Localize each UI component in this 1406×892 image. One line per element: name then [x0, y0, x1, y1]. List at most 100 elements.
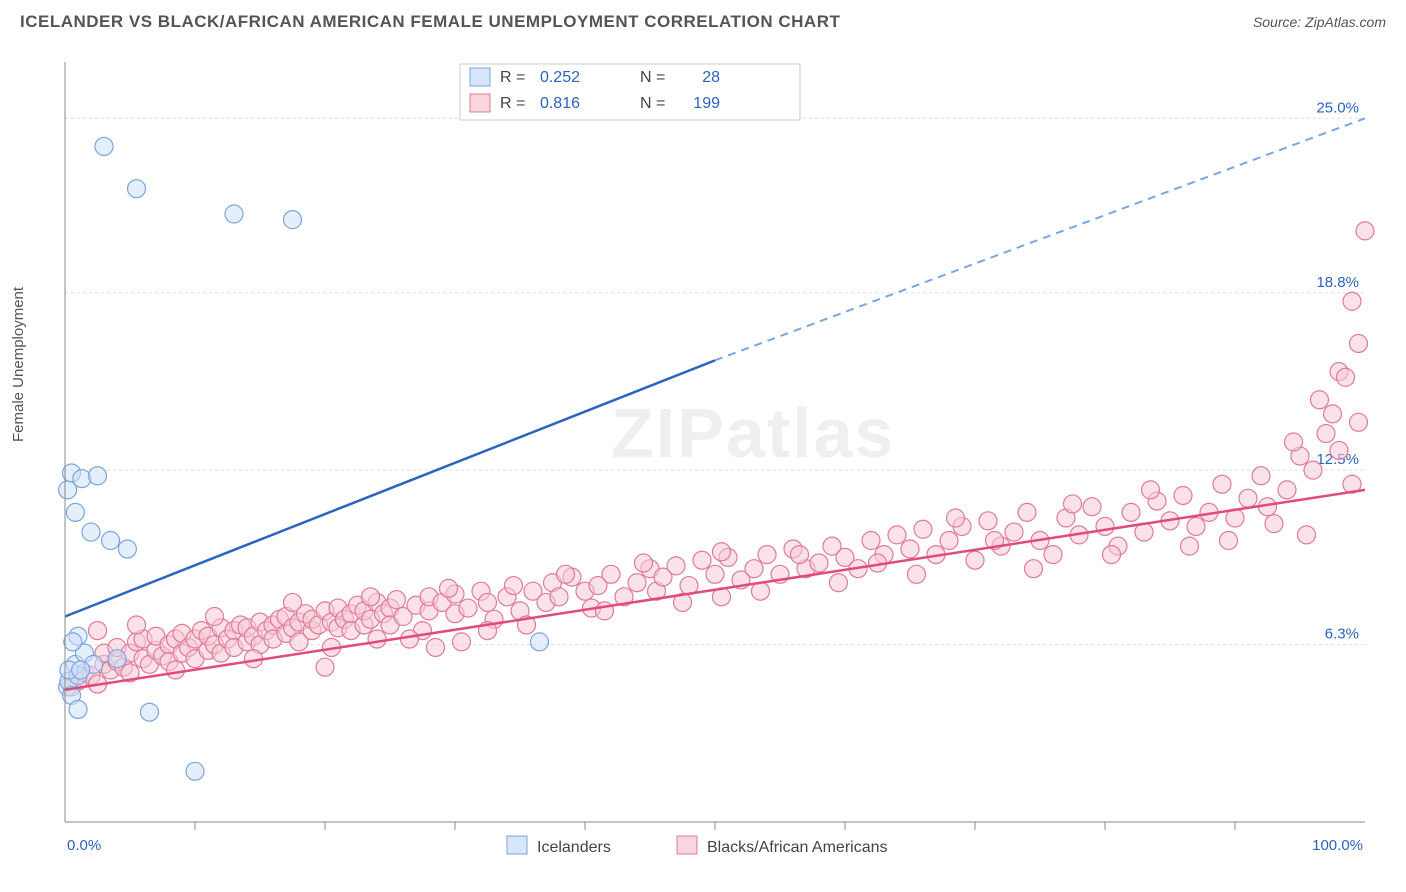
icelander-point: [69, 700, 87, 718]
african-american-point: [1025, 560, 1043, 578]
bottom-legend-swatch-a: [507, 836, 527, 854]
african-american-point: [1324, 405, 1342, 423]
chart-title: ICELANDER VS BLACK/AFRICAN AMERICAN FEMA…: [20, 12, 840, 32]
legend-swatch: [470, 94, 490, 112]
african-american-point: [947, 509, 965, 527]
african-american-point: [1174, 486, 1192, 504]
african-american-point: [1278, 481, 1296, 499]
african-american-point: [1350, 334, 1368, 352]
african-american-point: [966, 551, 984, 569]
african-american-point: [479, 593, 497, 611]
african-american-point: [810, 554, 828, 572]
icelander-point: [64, 633, 82, 651]
african-american-point: [459, 599, 477, 617]
legend-r-label: R =: [500, 95, 525, 112]
african-american-trendline: [65, 490, 1365, 690]
legend-n-label: N =: [640, 69, 665, 86]
legend-swatch: [470, 68, 490, 86]
african-american-point: [505, 577, 523, 595]
african-american-point: [1181, 537, 1199, 555]
african-american-point: [940, 532, 958, 550]
african-american-point: [635, 554, 653, 572]
african-american-point: [401, 630, 419, 648]
african-american-point: [914, 520, 932, 538]
african-american-point: [89, 622, 107, 640]
african-american-point: [862, 532, 880, 550]
icelander-point: [141, 703, 159, 721]
icelander-point: [118, 540, 136, 558]
watermark: ZIPatlas: [611, 394, 895, 472]
icelander-point: [225, 205, 243, 223]
african-american-point: [1317, 425, 1335, 443]
bottom-legend-swatch-b: [677, 836, 697, 854]
african-american-point: [1343, 292, 1361, 310]
african-american-point: [1103, 546, 1121, 564]
x-tick-label: 100.0%: [1312, 837, 1363, 854]
african-american-point: [1337, 368, 1355, 386]
legend-r-value: 0.816: [540, 95, 580, 112]
african-american-point: [362, 588, 380, 606]
african-american-point: [1239, 489, 1257, 507]
african-american-point: [1265, 515, 1283, 533]
african-american-point: [901, 540, 919, 558]
african-american-point: [1142, 481, 1160, 499]
african-american-point: [888, 526, 906, 544]
african-american-point: [1187, 517, 1205, 535]
icelander-point: [102, 532, 120, 550]
african-american-point: [693, 551, 711, 569]
african-american-point: [628, 574, 646, 592]
african-american-point: [602, 565, 620, 583]
african-american-point: [368, 630, 386, 648]
african-american-point: [1083, 498, 1101, 516]
african-american-point: [1018, 503, 1036, 521]
y-tick-label: 25.0%: [1316, 99, 1359, 116]
african-american-point: [167, 661, 185, 679]
icelander-point: [72, 661, 90, 679]
african-american-point: [1285, 433, 1303, 451]
african-american-point: [206, 608, 224, 626]
y-tick-label: 6.3%: [1325, 626, 1359, 643]
african-american-point: [1304, 461, 1322, 479]
african-american-point: [1330, 441, 1348, 459]
icelander-trendline-dashed: [715, 118, 1365, 360]
african-american-point: [557, 565, 575, 583]
african-american-point: [1350, 413, 1368, 431]
african-american-point: [316, 658, 334, 676]
icelander-point: [66, 503, 84, 521]
icelander-point: [128, 180, 146, 198]
icelander-point: [531, 633, 549, 651]
chart-svg: 6.3%12.5%18.8%25.0%ZIPatlas0.0%100.0%R =…: [20, 42, 1386, 874]
african-american-point: [745, 560, 763, 578]
african-american-point: [427, 638, 445, 656]
legend-n-value: 199: [693, 95, 720, 112]
african-american-point: [1311, 391, 1329, 409]
african-american-point: [1122, 503, 1140, 521]
african-american-point: [713, 543, 731, 561]
icelander-point: [82, 523, 100, 541]
african-american-point: [440, 579, 458, 597]
icelander-point: [186, 762, 204, 780]
legend-n-label: N =: [640, 95, 665, 112]
african-american-point: [1064, 495, 1082, 513]
african-american-point: [453, 633, 471, 651]
african-american-point: [1356, 222, 1374, 240]
african-american-point: [1220, 532, 1238, 550]
icelander-point: [108, 650, 126, 668]
african-american-point: [128, 616, 146, 634]
x-tick-label: 0.0%: [67, 837, 101, 854]
icelander-point: [284, 211, 302, 229]
icelander-point: [73, 470, 91, 488]
african-american-point: [1213, 475, 1231, 493]
african-american-point: [979, 512, 997, 530]
icelander-point: [95, 137, 113, 155]
african-american-point: [550, 588, 568, 606]
bottom-legend-label-a: Icelanders: [537, 839, 611, 856]
chart-container: Female Unemployment 6.3%12.5%18.8%25.0%Z…: [20, 42, 1386, 862]
african-american-point: [830, 574, 848, 592]
legend-n-value: 28: [702, 69, 720, 86]
legend-r-label: R =: [500, 69, 525, 86]
bottom-legend-label-b: Blacks/African Americans: [707, 839, 888, 856]
source-label: Source: ZipAtlas.com: [1253, 14, 1386, 30]
y-tick-label: 18.8%: [1316, 274, 1359, 291]
african-american-point: [706, 565, 724, 583]
